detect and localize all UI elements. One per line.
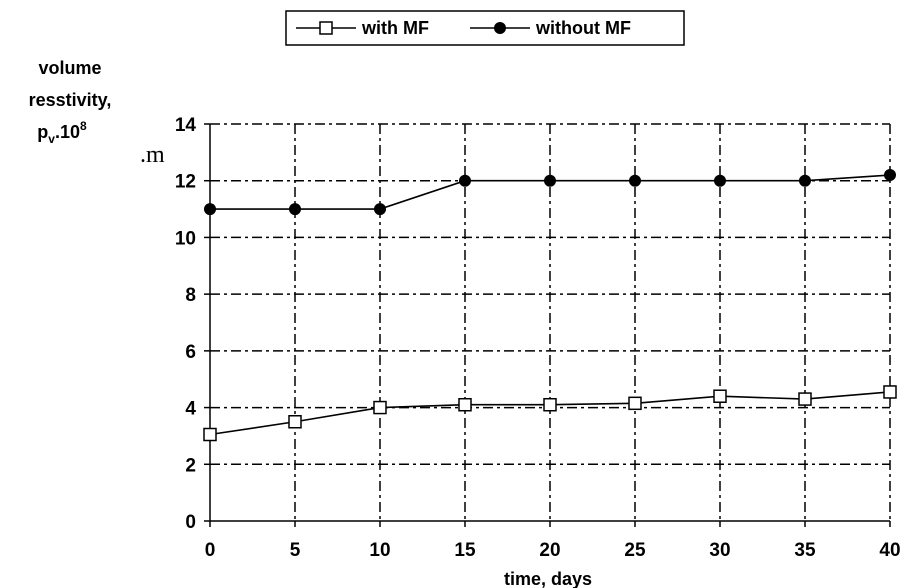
y-tick-label-2: 2 — [185, 455, 196, 476]
y-tick-label-8: 8 — [185, 285, 196, 306]
y-tick-label-10: 10 — [175, 228, 196, 249]
legend-label-without-mf: without MF — [535, 18, 631, 38]
x-tick-label-20: 20 — [539, 540, 560, 561]
x-tick-label-10: 10 — [369, 540, 390, 561]
y-tick-label-4: 4 — [185, 399, 196, 420]
point-with-mf-0 — [203, 427, 217, 442]
point-without-mf-5 — [289, 203, 301, 216]
point-with-mf-15 — [458, 397, 472, 412]
legend-marker-with-mf — [319, 21, 333, 35]
point-with-mf-40 — [883, 385, 897, 399]
y-symbol-mid: .10 — [55, 122, 80, 142]
tick-labels: 0 2 4 6 8 10 12 14 0 5 10 15 20 25 30 35 40 — [175, 115, 901, 561]
y-tick-label-12: 12 — [175, 172, 196, 193]
y-tick-label-14: 14 — [175, 115, 197, 136]
y-symbol-sup: 8 — [80, 119, 87, 133]
x-tick-label-40: 40 — [879, 540, 900, 561]
x-tick-label-30: 30 — [709, 540, 730, 561]
y-axis-label-line-1: volume — [38, 58, 101, 78]
point-without-mf-15 — [459, 174, 471, 187]
point-without-mf-35 — [799, 174, 811, 187]
y-axis-label-symbol: pv.108 — [37, 119, 87, 146]
axes — [204, 123, 891, 527]
point-without-mf-40 — [884, 169, 896, 182]
x-tick-label-35: 35 — [794, 540, 816, 561]
point-with-mf-25 — [628, 396, 642, 411]
point-without-mf-20 — [544, 174, 556, 187]
y-tick-label-6: 6 — [185, 342, 196, 363]
legend: with MF without MF — [285, 10, 685, 46]
x-tick-label-25: 25 — [624, 540, 646, 561]
point-with-mf-5 — [288, 415, 302, 429]
point-without-mf-30 — [714, 174, 726, 187]
y-symbol-sub: v — [48, 132, 55, 146]
point-with-mf-10 — [373, 400, 387, 415]
point-with-mf-35 — [798, 392, 812, 406]
point-without-mf-25 — [629, 174, 641, 187]
point-without-mf-0 — [204, 203, 216, 216]
legend-label-with-mf: with MF — [361, 18, 429, 38]
x-tick-label-5: 5 — [290, 540, 301, 561]
point-without-mf-10 — [374, 203, 386, 216]
x-axis-label: time, days — [504, 569, 592, 588]
grid — [210, 123, 891, 521]
y-symbol-base: p — [37, 122, 48, 142]
legend-marker-without-mf — [494, 22, 506, 34]
x-tick-label-0: 0 — [205, 540, 216, 561]
unit-label: .m — [140, 142, 165, 168]
x-tick-label-15: 15 — [454, 540, 476, 561]
y-axis-label-line-2: resstivity, — [29, 90, 112, 110]
series — [203, 169, 897, 442]
y-tick-label-0: 0 — [185, 512, 196, 533]
point-with-mf-20 — [543, 397, 557, 412]
point-with-mf-30 — [713, 389, 727, 403]
